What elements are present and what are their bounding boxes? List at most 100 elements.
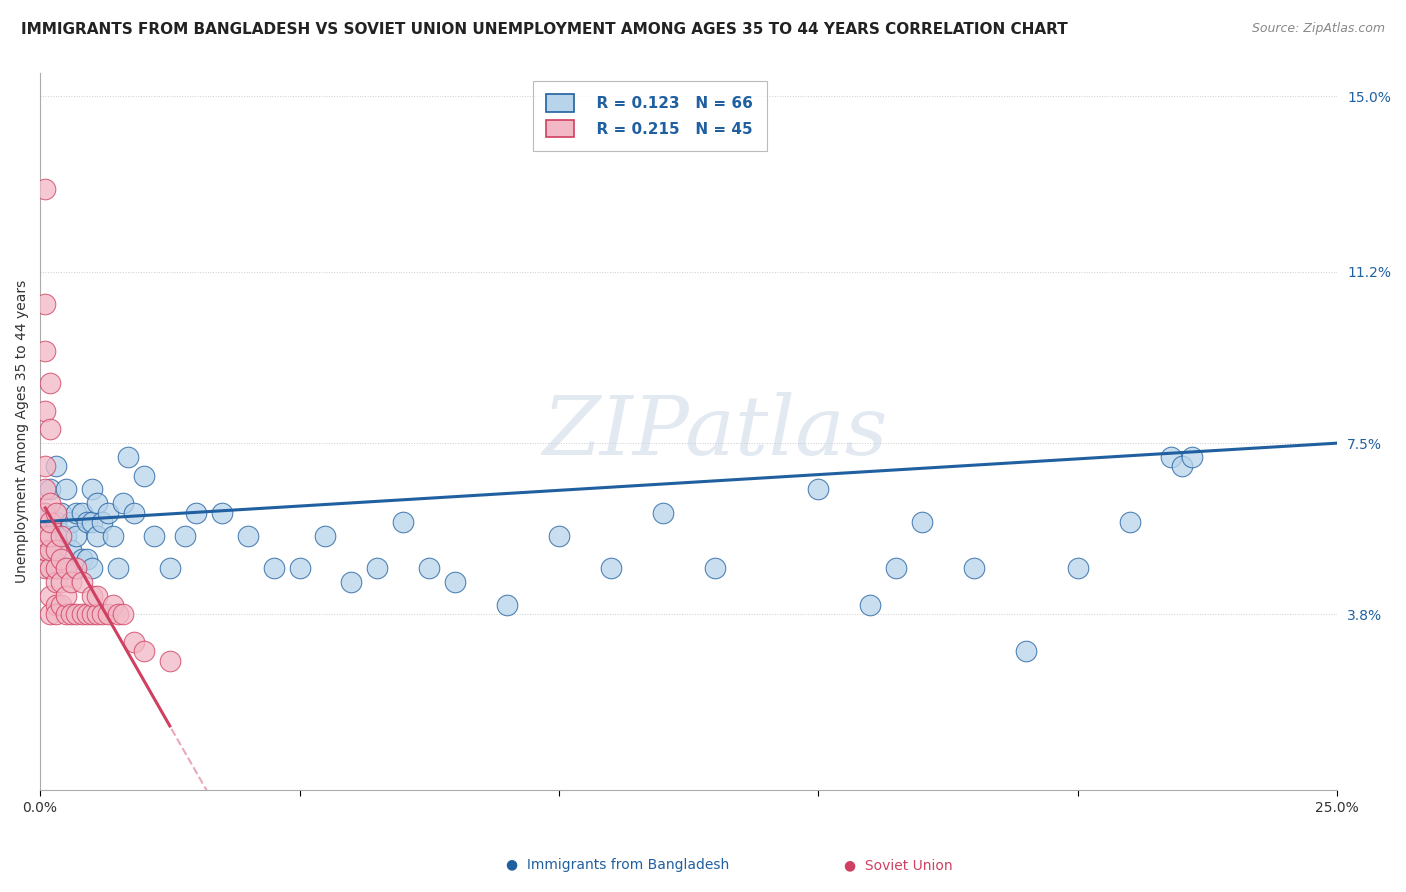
- Point: [34, 459, 56, 474]
- Point: [39, 496, 62, 510]
- Point: [34, 483, 56, 497]
- Point: [34, 403, 56, 417]
- Point: [49, 551, 72, 566]
- Point: [60, 607, 83, 622]
- Point: [65, 561, 87, 575]
- Point: [86, 607, 108, 622]
- Text: ZIPatlas: ZIPatlas: [541, 392, 887, 472]
- Text: ●  Immigrants from Bangladesh: ● Immigrants from Bangladesh: [506, 858, 730, 872]
- Point: [392, 515, 415, 529]
- Point: [418, 561, 440, 575]
- Point: [55, 607, 77, 622]
- Point: [34, 297, 56, 311]
- Point: [236, 529, 259, 543]
- Point: [703, 561, 725, 575]
- Point: [49, 506, 72, 520]
- Legend:   R = 0.123   N = 66,   R = 0.215   N = 45: R = 0.123 N = 66, R = 0.215 N = 45: [533, 80, 766, 151]
- Point: [1015, 644, 1038, 658]
- Point: [314, 529, 336, 543]
- Point: [39, 589, 62, 603]
- Point: [45, 598, 67, 612]
- Point: [34, 542, 56, 557]
- Point: [34, 529, 56, 543]
- Point: [39, 376, 62, 390]
- Point: [49, 598, 72, 612]
- Point: [49, 529, 72, 543]
- Point: [599, 561, 621, 575]
- Point: [65, 529, 87, 543]
- Point: [340, 574, 363, 589]
- Point: [122, 635, 145, 649]
- Point: [39, 529, 62, 543]
- Point: [288, 561, 311, 575]
- Point: [101, 598, 124, 612]
- Point: [86, 529, 108, 543]
- Point: [49, 561, 72, 575]
- Point: [34, 506, 56, 520]
- Point: [101, 529, 124, 543]
- Point: [884, 561, 907, 575]
- Point: [55, 561, 77, 575]
- Point: [112, 496, 135, 510]
- Point: [184, 506, 207, 520]
- Point: [263, 561, 285, 575]
- Point: [39, 607, 62, 622]
- Text: ●  Soviet Union: ● Soviet Union: [844, 858, 952, 872]
- Point: [91, 515, 114, 529]
- Point: [174, 529, 197, 543]
- Point: [39, 422, 62, 436]
- Point: [39, 561, 62, 575]
- Point: [65, 506, 87, 520]
- Point: [80, 483, 103, 497]
- Point: [55, 483, 77, 497]
- Point: [60, 574, 83, 589]
- Point: [34, 181, 56, 195]
- Point: [70, 551, 93, 566]
- Point: [39, 542, 62, 557]
- Point: [122, 506, 145, 520]
- Point: [132, 644, 155, 658]
- Point: [80, 561, 103, 575]
- Point: [49, 574, 72, 589]
- Point: [1067, 561, 1090, 575]
- Point: [39, 515, 62, 529]
- Point: [80, 515, 103, 529]
- Point: [60, 515, 83, 529]
- Point: [143, 529, 166, 543]
- Point: [1160, 450, 1182, 464]
- Point: [80, 589, 103, 603]
- Point: [70, 506, 93, 520]
- Point: [211, 506, 233, 520]
- Point: [45, 542, 67, 557]
- Point: [159, 561, 181, 575]
- Point: [548, 529, 571, 543]
- Point: [45, 574, 67, 589]
- Point: [117, 450, 139, 464]
- Point: [34, 343, 56, 358]
- Point: [45, 561, 67, 575]
- Y-axis label: Unemployment Among Ages 35 to 44 years: Unemployment Among Ages 35 to 44 years: [15, 280, 30, 583]
- Point: [1119, 515, 1142, 529]
- Point: [39, 483, 62, 497]
- Point: [132, 468, 155, 483]
- Point: [911, 515, 934, 529]
- Point: [1181, 450, 1204, 464]
- Point: [963, 561, 986, 575]
- Point: [366, 561, 388, 575]
- Text: IMMIGRANTS FROM BANGLADESH VS SOVIET UNION UNEMPLOYMENT AMONG AGES 35 TO 44 YEAR: IMMIGRANTS FROM BANGLADESH VS SOVIET UNI…: [21, 22, 1067, 37]
- Point: [70, 607, 93, 622]
- Point: [107, 561, 129, 575]
- Point: [1170, 459, 1192, 474]
- Point: [76, 551, 98, 566]
- Point: [91, 607, 114, 622]
- Point: [45, 459, 67, 474]
- Point: [60, 542, 83, 557]
- Point: [45, 542, 67, 557]
- Point: [444, 574, 467, 589]
- Point: [65, 607, 87, 622]
- Point: [49, 529, 72, 543]
- Point: [159, 654, 181, 668]
- Point: [55, 561, 77, 575]
- Point: [112, 607, 135, 622]
- Point: [496, 598, 519, 612]
